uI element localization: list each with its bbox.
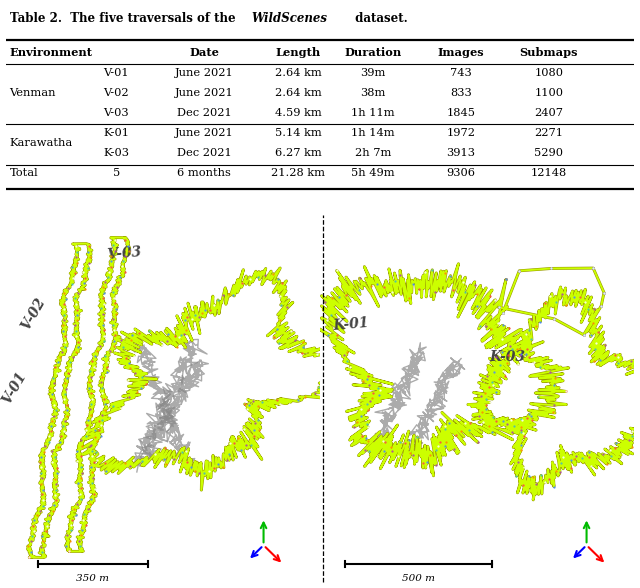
Text: 1080: 1080: [534, 68, 563, 78]
Text: June 2021: June 2021: [175, 128, 234, 138]
Text: 5h 49m: 5h 49m: [351, 168, 395, 178]
Text: 9306: 9306: [447, 168, 476, 178]
Text: June 2021: June 2021: [175, 88, 234, 98]
Text: Date: Date: [189, 47, 219, 58]
Text: 2h 7m: 2h 7m: [355, 148, 392, 158]
Text: 12148: 12148: [531, 168, 567, 178]
Text: Table 2.  The five traversals of the: Table 2. The five traversals of the: [10, 12, 239, 25]
Text: V-01: V-01: [0, 370, 29, 407]
Text: 4.59 km: 4.59 km: [275, 108, 321, 118]
Text: 350 m: 350 m: [76, 574, 109, 583]
Text: 2.64 km: 2.64 km: [275, 68, 321, 78]
Text: Images: Images: [438, 47, 484, 58]
Text: Dec 2021: Dec 2021: [177, 108, 231, 118]
Text: WildScenes: WildScenes: [251, 12, 327, 25]
Text: K-03: K-03: [103, 148, 129, 158]
Text: June 2021: June 2021: [175, 68, 234, 78]
Text: Karawatha: Karawatha: [10, 138, 73, 148]
Text: 38m: 38m: [360, 88, 386, 98]
Text: K-01: K-01: [333, 316, 370, 333]
Text: 39m: 39m: [360, 68, 386, 78]
Text: 1845: 1845: [447, 108, 476, 118]
Text: 6 months: 6 months: [177, 168, 231, 178]
Text: 5.14 km: 5.14 km: [275, 128, 321, 138]
Text: Venman: Venman: [10, 88, 56, 98]
Text: 833: 833: [451, 88, 472, 98]
Text: 2271: 2271: [534, 128, 563, 138]
Text: 5: 5: [113, 168, 120, 178]
Text: K-03: K-03: [490, 350, 525, 364]
Text: 2.64 km: 2.64 km: [275, 88, 321, 98]
Text: K-01: K-01: [103, 128, 129, 138]
Text: V-03: V-03: [107, 245, 143, 262]
Text: 500 m: 500 m: [403, 574, 435, 583]
Text: Total: Total: [10, 168, 38, 178]
Text: 743: 743: [451, 68, 472, 78]
Text: 21.28 km: 21.28 km: [271, 168, 325, 178]
Text: Length: Length: [275, 47, 321, 58]
Text: Duration: Duration: [345, 47, 402, 58]
Text: V-01: V-01: [103, 68, 129, 78]
Text: 2407: 2407: [534, 108, 563, 118]
Text: Environment: Environment: [10, 47, 93, 58]
Text: 1972: 1972: [447, 128, 476, 138]
Text: Submaps: Submaps: [520, 47, 578, 58]
Text: 1h 11m: 1h 11m: [351, 108, 395, 118]
Text: 3913: 3913: [447, 148, 476, 158]
Text: V-02: V-02: [19, 296, 49, 333]
Text: Dec 2021: Dec 2021: [177, 148, 231, 158]
Text: V-03: V-03: [103, 108, 129, 118]
Text: 1100: 1100: [534, 88, 563, 98]
Text: V-02: V-02: [103, 88, 129, 98]
Text: 6.27 km: 6.27 km: [275, 148, 321, 158]
Text: 5290: 5290: [534, 148, 563, 158]
Text: dataset.: dataset.: [351, 12, 408, 25]
Text: 1h 14m: 1h 14m: [351, 128, 395, 138]
